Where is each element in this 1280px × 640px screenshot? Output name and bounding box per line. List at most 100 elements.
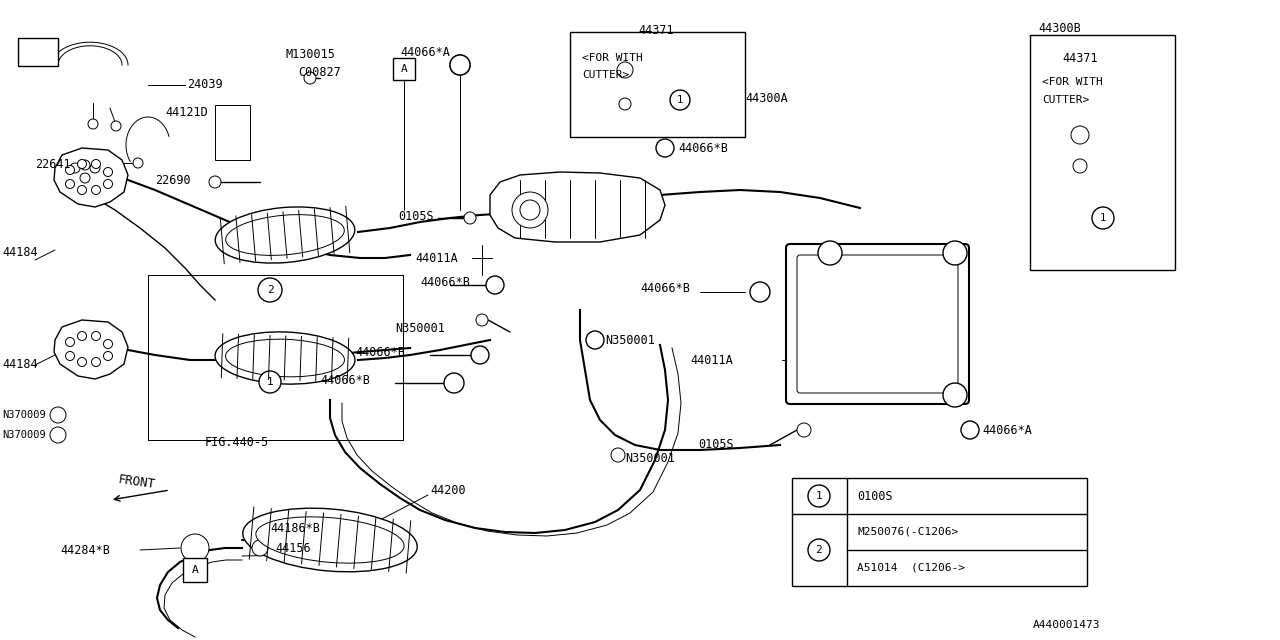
Text: 44300B: 44300B xyxy=(1038,22,1080,35)
Text: A: A xyxy=(192,565,198,575)
Circle shape xyxy=(611,448,625,462)
Text: 44300A: 44300A xyxy=(745,92,787,104)
Text: A51014  (C1206->: A51014 (C1206-> xyxy=(858,563,965,573)
Text: M130015: M130015 xyxy=(285,49,335,61)
Circle shape xyxy=(1092,207,1114,229)
Circle shape xyxy=(104,339,113,349)
Circle shape xyxy=(252,540,268,556)
Circle shape xyxy=(620,98,631,110)
Circle shape xyxy=(133,158,143,168)
FancyBboxPatch shape xyxy=(1030,35,1175,270)
Circle shape xyxy=(78,332,87,340)
Circle shape xyxy=(70,163,79,173)
Circle shape xyxy=(520,200,540,220)
Text: 44066*B: 44066*B xyxy=(640,282,690,294)
Circle shape xyxy=(259,371,282,393)
Text: 22641: 22641 xyxy=(35,159,70,172)
Text: 44284*B: 44284*B xyxy=(60,543,110,557)
Circle shape xyxy=(79,173,90,183)
Circle shape xyxy=(476,314,488,326)
Polygon shape xyxy=(54,320,128,379)
Circle shape xyxy=(187,540,204,556)
Circle shape xyxy=(305,72,316,84)
Text: 44011A: 44011A xyxy=(690,353,732,367)
Circle shape xyxy=(50,427,67,443)
Circle shape xyxy=(943,383,966,407)
Circle shape xyxy=(512,192,548,228)
Circle shape xyxy=(451,55,470,75)
Text: 2: 2 xyxy=(815,545,822,555)
Text: 44066*B: 44066*B xyxy=(678,141,728,154)
Circle shape xyxy=(78,358,87,367)
Circle shape xyxy=(818,241,842,265)
Circle shape xyxy=(65,351,74,360)
Circle shape xyxy=(65,166,74,175)
Circle shape xyxy=(79,160,90,170)
FancyBboxPatch shape xyxy=(393,58,415,80)
FancyBboxPatch shape xyxy=(570,32,745,137)
Text: M250076(-C1206>: M250076(-C1206> xyxy=(858,527,959,537)
Text: 0105S: 0105S xyxy=(398,209,434,223)
Circle shape xyxy=(50,407,67,423)
Text: 44066*B: 44066*B xyxy=(420,276,470,289)
Text: 24039: 24039 xyxy=(187,79,223,92)
Text: CUTTER>: CUTTER> xyxy=(582,70,630,80)
Circle shape xyxy=(943,241,966,265)
Circle shape xyxy=(65,179,74,189)
Text: N370009: N370009 xyxy=(3,430,46,440)
Text: 0100S: 0100S xyxy=(858,490,892,502)
Text: C00827: C00827 xyxy=(298,65,340,79)
Circle shape xyxy=(444,373,465,393)
Circle shape xyxy=(750,282,771,302)
FancyBboxPatch shape xyxy=(183,558,207,582)
Circle shape xyxy=(471,346,489,364)
Text: 44371: 44371 xyxy=(1062,51,1098,65)
Text: 1: 1 xyxy=(266,377,274,387)
Text: 44184: 44184 xyxy=(3,358,37,371)
Circle shape xyxy=(104,168,113,177)
Text: 1: 1 xyxy=(815,491,822,501)
Text: FRONT: FRONT xyxy=(116,474,156,492)
Text: 44121D: 44121D xyxy=(165,106,207,118)
Text: CUTTER>: CUTTER> xyxy=(1042,95,1089,105)
Circle shape xyxy=(1073,159,1087,173)
Text: 1: 1 xyxy=(677,95,684,105)
Circle shape xyxy=(586,331,604,349)
Circle shape xyxy=(180,534,209,562)
FancyBboxPatch shape xyxy=(18,38,58,66)
Circle shape xyxy=(65,337,74,346)
Text: 44066*B: 44066*B xyxy=(320,374,370,387)
Circle shape xyxy=(669,90,690,110)
Ellipse shape xyxy=(215,207,355,263)
Text: 22690: 22690 xyxy=(155,173,191,186)
Text: 0105S: 0105S xyxy=(698,438,733,451)
Ellipse shape xyxy=(256,517,404,563)
Circle shape xyxy=(808,485,829,507)
Text: N350001: N350001 xyxy=(605,333,655,346)
Polygon shape xyxy=(54,148,128,207)
Text: 44066*B: 44066*B xyxy=(355,346,404,360)
Circle shape xyxy=(797,423,812,437)
Circle shape xyxy=(617,62,634,78)
Circle shape xyxy=(451,55,470,75)
Text: 1: 1 xyxy=(1100,213,1106,223)
Circle shape xyxy=(104,351,113,360)
Circle shape xyxy=(91,332,101,340)
Text: <FOR WITH: <FOR WITH xyxy=(582,53,643,63)
Circle shape xyxy=(104,179,113,189)
Circle shape xyxy=(91,159,101,168)
Text: 44156: 44156 xyxy=(275,541,311,554)
Text: 44066*A: 44066*A xyxy=(982,424,1032,436)
Circle shape xyxy=(90,163,100,173)
Circle shape xyxy=(1071,126,1089,144)
Ellipse shape xyxy=(225,339,344,377)
Text: N350001: N350001 xyxy=(396,321,445,335)
Polygon shape xyxy=(490,172,666,242)
FancyBboxPatch shape xyxy=(792,478,1087,586)
Circle shape xyxy=(78,186,87,195)
Circle shape xyxy=(91,186,101,195)
Circle shape xyxy=(808,539,829,561)
Polygon shape xyxy=(61,155,110,188)
FancyBboxPatch shape xyxy=(215,105,250,160)
FancyBboxPatch shape xyxy=(797,255,957,393)
